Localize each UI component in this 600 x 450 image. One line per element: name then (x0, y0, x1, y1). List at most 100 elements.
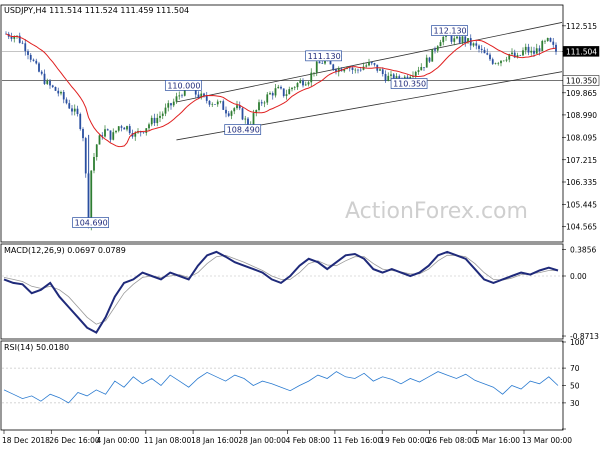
candle (60, 90, 62, 96)
candle (10, 32, 13, 42)
candle (27, 49, 29, 60)
candle (225, 106, 227, 118)
candle (244, 115, 247, 124)
price-tick-label: 110.350 (566, 77, 597, 86)
candle (453, 35, 456, 46)
candle (282, 88, 285, 98)
time-tick-label: 26 Dec 16:00 (49, 436, 100, 445)
candle (62, 89, 65, 104)
candle (304, 81, 307, 86)
candle (271, 91, 274, 100)
candle (489, 52, 491, 61)
candle (530, 46, 533, 56)
candle (522, 47, 524, 57)
candle (82, 127, 84, 142)
candle (480, 45, 483, 54)
price-tick-label: 107.215 (566, 156, 597, 165)
candle (357, 68, 359, 74)
candle (126, 125, 128, 132)
price-tick-label: 105.445 (566, 200, 597, 209)
candle (384, 70, 387, 83)
candle (293, 86, 296, 91)
rsi-line (3, 371, 559, 404)
time-tick-label: 26 Feb 08:00 (427, 436, 476, 445)
candle (302, 78, 304, 88)
candle (46, 78, 49, 85)
candle (461, 34, 464, 45)
candle (469, 34, 472, 50)
rsi-y-axis: 100 70 50 30 (562, 338, 585, 430)
price-title: USDJPY,H4 111.514 111.524 111.459 111.50… (4, 6, 189, 15)
time-tick-label: 18 Dec 2018 (2, 436, 50, 445)
candle (159, 111, 161, 122)
price-y-axis: 112.515 111.504 110.350 109.865 108.990 108.0… (562, 22, 600, 232)
candle (101, 132, 104, 140)
time-tick-label: 4 Jan 00:00 (97, 436, 140, 445)
svg-text:112.130: 112.130 (434, 27, 467, 36)
macd-tick-label: -0.8713 (570, 332, 599, 341)
macd-tick-label: 0.3856 (570, 245, 596, 254)
macd-title: MACD(12,26,9) 0.0697 0.0789 (4, 246, 126, 255)
candle (313, 72, 315, 77)
price-annotation: 108.490 (224, 124, 262, 135)
candle (164, 103, 167, 117)
candle (181, 93, 183, 98)
candle (222, 99, 225, 111)
candle (467, 38, 469, 44)
candle (368, 58, 370, 67)
time-tick-label: 19 Feb 00:00 (380, 436, 429, 445)
candle (541, 39, 544, 52)
price-panel (0, 4, 564, 243)
candle (370, 61, 373, 66)
candle (497, 61, 500, 66)
candle (175, 92, 178, 104)
price-tick-label: 109.865 (566, 89, 597, 98)
candle (505, 56, 508, 63)
candle (109, 130, 112, 143)
candle (150, 115, 153, 127)
candle (79, 112, 82, 131)
candle (519, 54, 522, 56)
candle (546, 37, 549, 42)
candle (527, 43, 530, 56)
candle (434, 46, 436, 54)
candle (219, 100, 222, 104)
time-tick-label: 11 Feb 16:00 (333, 436, 382, 445)
candle (266, 91, 269, 105)
candle (112, 128, 115, 141)
price-tick-label: 106.335 (566, 178, 597, 187)
price-tick-label: 112.515 (566, 22, 597, 31)
candle (40, 70, 43, 76)
macd-signal-line (3, 254, 558, 325)
price-tick-label: 108.990 (566, 111, 597, 120)
candle (216, 99, 219, 107)
candle (98, 134, 101, 145)
candle (241, 107, 244, 121)
candle (230, 110, 233, 120)
time-x-axis: 18 Dec 2018 26 Dec 16:004 Jan 00:00 11 Jan… (2, 430, 572, 445)
rsi-gridlines (2, 367, 562, 404)
svg-text:108.490: 108.490 (227, 126, 260, 135)
candle (208, 100, 211, 107)
candle (439, 39, 442, 47)
candle (49, 79, 51, 89)
watermark: ActionForex.com (345, 199, 528, 224)
candle (464, 34, 467, 47)
candle (544, 39, 546, 45)
candle (387, 72, 390, 82)
candle (32, 58, 35, 62)
candle (35, 58, 38, 65)
candle (84, 136, 87, 178)
candle (65, 97, 68, 105)
candle (233, 107, 236, 115)
macd-line (3, 250, 559, 334)
candle (277, 84, 280, 89)
candle (214, 103, 216, 105)
candle (172, 98, 175, 108)
candle (21, 40, 24, 45)
candle (420, 63, 423, 71)
price-tick-label: 108.095 (566, 134, 597, 143)
candle (288, 86, 291, 95)
candle (205, 91, 208, 104)
candle (142, 132, 145, 134)
